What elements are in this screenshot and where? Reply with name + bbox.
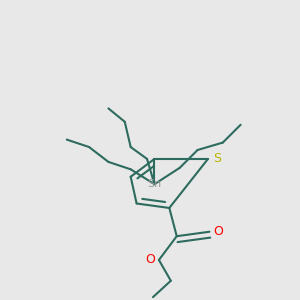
- Text: O: O: [213, 225, 223, 238]
- Text: S: S: [213, 152, 221, 165]
- Text: O: O: [145, 254, 155, 266]
- Text: Sn: Sn: [147, 179, 162, 189]
